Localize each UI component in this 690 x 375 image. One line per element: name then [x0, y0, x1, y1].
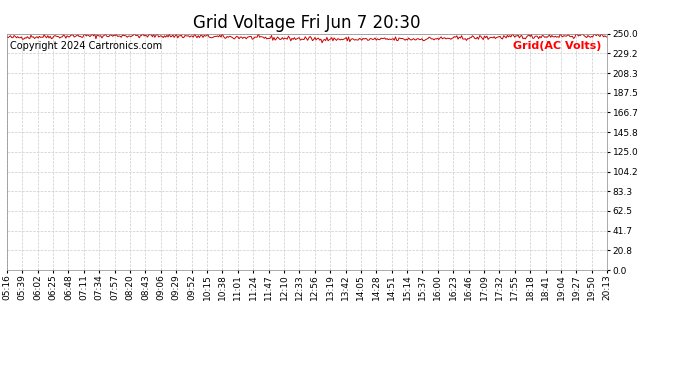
Title: Grid Voltage Fri Jun 7 20:30: Grid Voltage Fri Jun 7 20:30 — [193, 14, 421, 32]
Text: Copyright 2024 Cartronics.com: Copyright 2024 Cartronics.com — [10, 41, 162, 51]
Text: Grid(AC Volts): Grid(AC Volts) — [513, 41, 601, 51]
